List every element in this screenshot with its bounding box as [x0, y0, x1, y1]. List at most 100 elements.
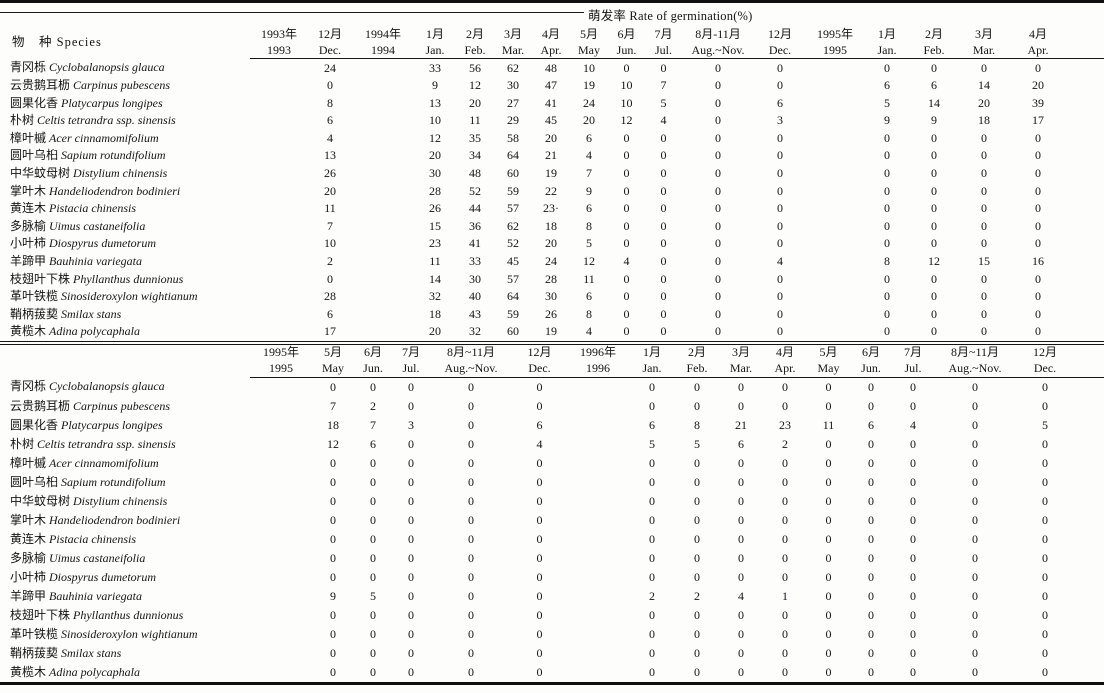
germination-value-cell: 8 — [884, 254, 890, 269]
germination-value-cell: 0 — [782, 474, 788, 489]
germination-value-cell: 36 — [469, 218, 481, 233]
germination-value-cell: 0 — [777, 271, 783, 286]
germination-value-cell: 29 — [507, 113, 519, 128]
germination-value-cell: 0 — [1042, 512, 1048, 527]
month-header-cell-en: Jun. — [354, 360, 392, 378]
germination-value-cell: 0 — [825, 569, 832, 584]
germination-value-cell: 0 — [738, 607, 744, 622]
species-latin-name: Phyllanthus dunnionus — [73, 607, 184, 622]
germination-value-cell: 0 — [1042, 455, 1048, 470]
germination-value-cell: 7 — [327, 218, 333, 233]
germination-value-cell: 0 — [825, 512, 832, 527]
species-name-cell: 小叶柿 Diospyrus dumetorum — [0, 568, 250, 587]
germination-value-cell: 0 — [536, 607, 543, 622]
germination-value-cell: 59 — [507, 183, 519, 198]
germination-value-cell: 0 — [1035, 218, 1041, 233]
germination-value-cell: 0 — [777, 218, 783, 233]
species-name-cell: 黄连木 Pistacia chinensis — [0, 200, 250, 218]
year-spacer-cell — [806, 270, 864, 288]
germination-value-cell: 0 — [468, 664, 474, 679]
year-spacer-cell — [250, 511, 312, 530]
month-header-cell-en: Feb. — [910, 42, 958, 59]
germination-value-cell: 0 — [649, 379, 655, 394]
species-name-cell: 黄连木 Pistacia chinensis — [0, 530, 250, 549]
year-header-cell: 1996年 — [579, 345, 616, 360]
germination-value-cell: 0 — [981, 201, 987, 216]
germination-value-cell: 0 — [468, 588, 474, 603]
germination-value-cell: 0 — [408, 550, 414, 565]
year-spacer-cell — [250, 644, 312, 663]
germination-value-cell: 28 — [545, 271, 557, 286]
germination-value-cell: 0 — [1035, 271, 1041, 286]
species-name-cell: 中华蚊母树 Distylium chinensis — [0, 165, 250, 183]
year-spacer-cell — [806, 235, 864, 253]
species-latin-name: Acer cinnamomifolium — [49, 130, 159, 145]
germination-value-cell: 0 — [468, 474, 474, 489]
germination-value-cell: 0 — [738, 493, 744, 508]
germination-value-cell: 0 — [777, 201, 783, 216]
year-spacer-cell — [250, 606, 312, 625]
germination-value-cell: 20 — [429, 148, 441, 163]
germination-value-cell: 12 — [327, 436, 339, 451]
germination-value-cell: 0 — [660, 306, 667, 321]
germination-value-cell: 0 — [868, 607, 874, 622]
germination-value-cell: 0 — [694, 626, 700, 641]
germination-value-cell: 0 — [536, 493, 543, 508]
germination-value-cell: 0 — [931, 60, 937, 75]
germination-value-cell: 0 — [715, 271, 721, 286]
year-spacer-cell — [352, 200, 414, 218]
right-margin-cell — [1066, 253, 1104, 271]
germination-value-cell: 0 — [1042, 531, 1048, 546]
germination-value-cell: 0 — [715, 254, 721, 269]
spanner-left-rule — [0, 12, 584, 13]
germination-value-cell: 26 — [545, 306, 557, 321]
germination-value-cell: 6 — [777, 95, 783, 110]
germination-value-cell: 18 — [429, 306, 441, 321]
germination-value-cell: 0 — [884, 271, 890, 286]
year-spacer-cell — [567, 377, 629, 397]
table-row: 小叶柿 Diospyrus dumetorum 0 0 0 0 0 0 0 0 0 0 0 0 0 0 — [0, 568, 1104, 587]
table-row: 掌叶木 Handeliodendron bodinieri 20 28 52 59 22 9… — [0, 182, 1104, 200]
germination-value-cell: 0 — [1042, 474, 1048, 489]
germination-value-cell: 0 — [694, 569, 700, 584]
germination-value-cell: 0 — [468, 436, 474, 451]
germination-value-cell: 0 — [408, 512, 414, 527]
year-spacer-cell — [250, 253, 308, 271]
germination-value-cell: 20 — [545, 130, 557, 145]
germination-value-cell: 10 — [429, 113, 441, 128]
right-margin-cell — [1066, 59, 1104, 77]
germination-value-cell: 32 — [469, 324, 481, 339]
month-header-cell: 2月 — [924, 26, 943, 41]
germination-value-cell: 0 — [1035, 60, 1041, 75]
table-row: 小叶柿 Diospyrus dumetorum 10 23 41 52 20 5 0 0 0 0 0 0… — [0, 235, 1104, 253]
species-cn-name: 青冈栎 — [10, 60, 47, 75]
right-margin-cell — [1066, 217, 1104, 235]
month-header-cell: 2月 — [687, 345, 706, 360]
germination-value-cell: 0 — [777, 236, 783, 251]
germination-value-cell: 0 — [694, 379, 700, 394]
germination-value-cell: 2 — [327, 254, 333, 269]
germination-value-cell: 0 — [715, 289, 721, 304]
germination-value-cell: 0 — [1035, 324, 1041, 339]
germination-value-cell: 0 — [623, 130, 630, 145]
germination-value-cell: 12 — [620, 113, 633, 128]
germination-value-cell: 11 — [583, 271, 595, 286]
year-header-cell-en: 1994 — [352, 42, 414, 59]
month-header-cell-en: Dec. — [308, 42, 352, 59]
right-margin-cell — [1074, 549, 1104, 568]
right-margin-cell — [1066, 270, 1104, 288]
germination-value-cell: 0 — [981, 183, 987, 198]
germination-value-cell: 41 — [469, 236, 481, 251]
germination-value-cell: 0 — [825, 531, 832, 546]
species-name-cell: 樟叶槭 Acer cinnamomifolium — [0, 454, 250, 473]
month-header-cell: 6月 — [617, 26, 636, 41]
germination-value-cell: 0 — [1035, 130, 1041, 145]
germination-value-cell: 20 — [978, 95, 990, 110]
germination-value-cell: 0 — [777, 130, 783, 145]
species-name-cell: 枝翅叶下株 Phyllanthus dunnionus — [0, 606, 250, 625]
germination-table-1995-1996: 1995年 5月 6月 7月 8月~11月 12月 1996年 1月 2月 3月 4月 5月 6月 7月 8… — [0, 345, 1104, 685]
year-spacer-cell — [806, 112, 864, 130]
germination-value-cell: 0 — [649, 645, 655, 660]
year-spacer-cell — [352, 323, 414, 343]
species-latin-name: Smilax stans — [61, 645, 122, 660]
